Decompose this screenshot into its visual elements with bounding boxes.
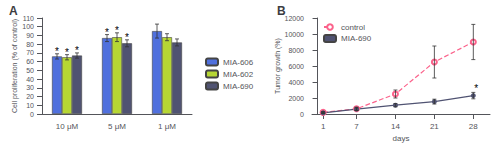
svg-text:100: 100	[22, 23, 34, 30]
svg-text:30: 30	[26, 84, 34, 91]
svg-text:4000: 4000	[288, 79, 304, 86]
svg-text:21: 21	[430, 122, 439, 131]
svg-text:*: *	[474, 83, 478, 94]
svg-text:5 μM: 5 μM	[108, 122, 126, 131]
svg-text:control: control	[341, 23, 365, 32]
svg-text:*: *	[55, 46, 59, 57]
svg-text:MIA-602: MIA-602	[223, 70, 254, 79]
svg-text:50: 50	[26, 67, 34, 74]
svg-text:MIA-690: MIA-690	[341, 34, 372, 43]
svg-text:12000: 12000	[285, 15, 305, 22]
svg-text:8000: 8000	[288, 47, 304, 54]
svg-text:70: 70	[26, 49, 34, 56]
svg-text:1 μM: 1 μM	[158, 122, 176, 131]
svg-text:*: *	[65, 47, 69, 58]
svg-text:A: A	[9, 4, 18, 18]
svg-text:14: 14	[391, 122, 400, 131]
svg-text:20: 20	[26, 93, 34, 100]
svg-text:7: 7	[354, 122, 359, 131]
svg-text:*: *	[115, 25, 119, 36]
svg-text:6000: 6000	[288, 63, 304, 70]
svg-text:Tumor growth (%): Tumor growth (%)	[274, 38, 282, 94]
svg-text:MIA-606: MIA-606	[223, 58, 254, 67]
svg-text:1: 1	[321, 122, 326, 131]
svg-text:B: B	[277, 4, 286, 18]
svg-text:days: days	[393, 134, 410, 143]
svg-text:40: 40	[26, 76, 34, 83]
svg-text:90: 90	[26, 32, 34, 39]
svg-text:*: *	[125, 32, 129, 43]
svg-text:10 μM: 10 μM	[56, 122, 79, 131]
svg-text:10: 10	[26, 102, 34, 109]
svg-text:28: 28	[469, 122, 478, 131]
svg-text:80: 80	[26, 41, 34, 48]
svg-text:MIA-690: MIA-690	[223, 82, 254, 91]
svg-text:60: 60	[26, 58, 34, 65]
svg-text:110: 110	[23, 15, 34, 22]
svg-text:10000: 10000	[285, 31, 305, 38]
svg-text:*: *	[75, 45, 79, 56]
svg-text:2000: 2000	[288, 95, 304, 102]
svg-text:*: *	[105, 27, 109, 38]
svg-text:Cell proliferation (% of contr: Cell proliferation (% of control)	[11, 19, 19, 113]
svg-text:0: 0	[30, 111, 34, 118]
svg-text:0: 0	[300, 111, 304, 118]
